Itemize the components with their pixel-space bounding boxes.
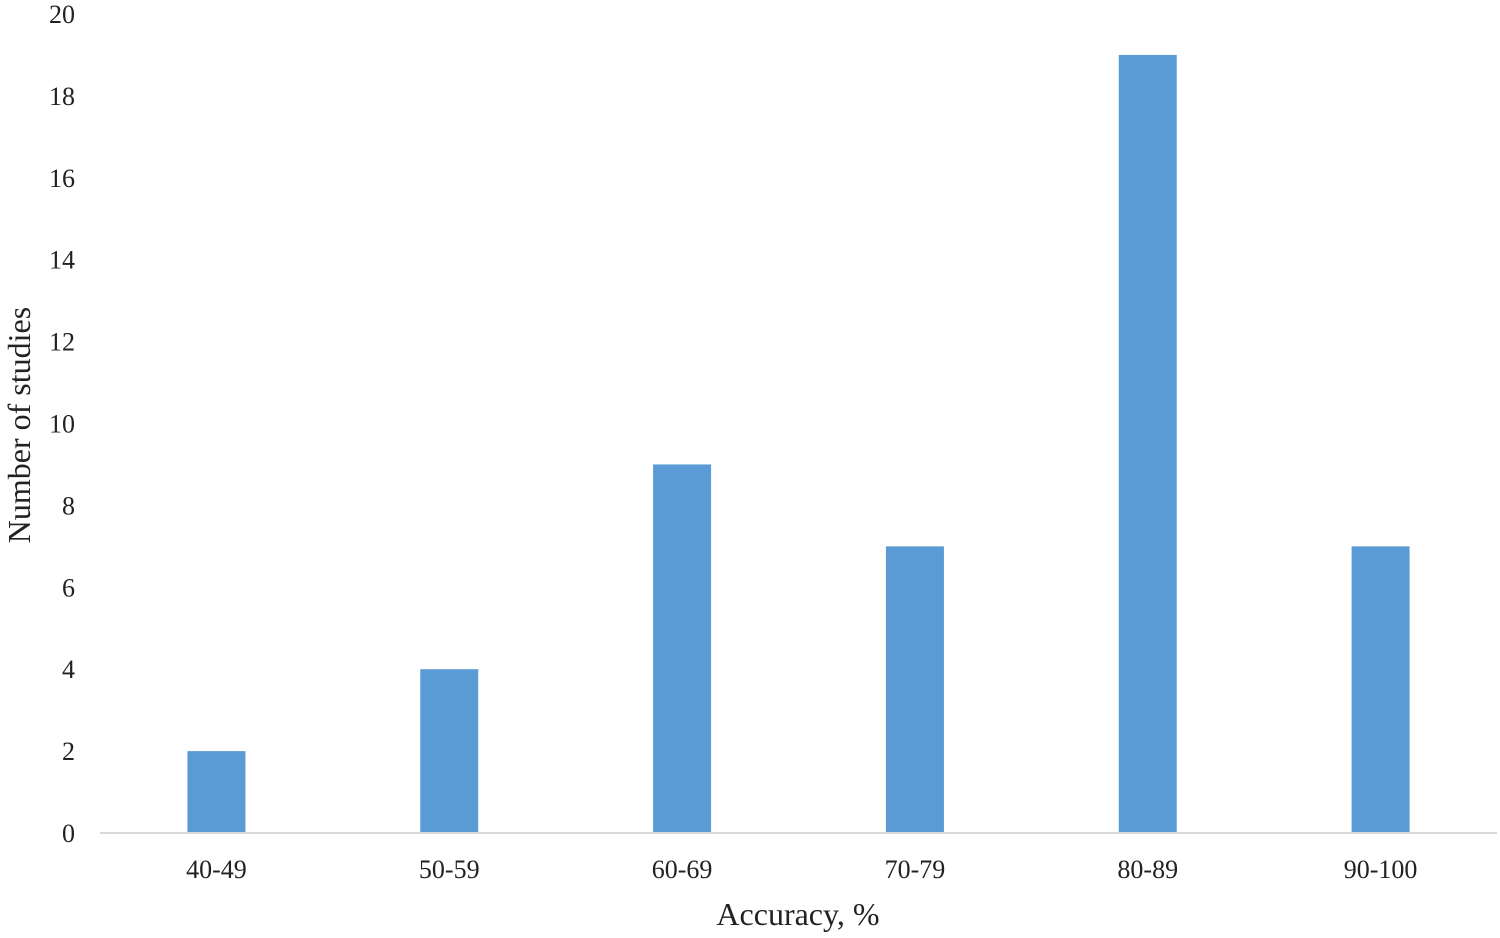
y-tick-label: 4 bbox=[62, 655, 75, 684]
x-tick-label: 60-69 bbox=[652, 855, 713, 884]
x-axis-tick-labels: 40-49 50-59 60-69 70-79 80-89 90-100 bbox=[186, 855, 1417, 884]
bar-60-69 bbox=[653, 464, 712, 833]
bar-40-49 bbox=[187, 751, 246, 833]
x-tick-label: 50-59 bbox=[419, 855, 480, 884]
y-axis-title: Number of studies bbox=[1, 307, 37, 543]
x-axis-title: Accuracy, % bbox=[716, 896, 879, 932]
x-tick-label: 90-100 bbox=[1344, 855, 1418, 884]
x-tick-label: 80-89 bbox=[1117, 855, 1178, 884]
y-tick-label: 8 bbox=[62, 491, 75, 520]
bar-70-79 bbox=[885, 546, 944, 833]
y-axis-tick-labels: 0 2 4 6 8 10 12 14 16 18 20 bbox=[49, 0, 75, 848]
bar-90-100 bbox=[1351, 546, 1410, 833]
bar-80-89 bbox=[1118, 54, 1177, 833]
x-tick-label: 70-79 bbox=[885, 855, 946, 884]
x-tick-label: 40-49 bbox=[186, 855, 247, 884]
y-tick-label: 14 bbox=[49, 246, 75, 275]
bars bbox=[187, 54, 1410, 833]
y-tick-label: 10 bbox=[49, 410, 75, 439]
y-tick-label: 12 bbox=[49, 328, 75, 357]
y-tick-label: 18 bbox=[49, 82, 75, 111]
y-tick-label: 16 bbox=[49, 164, 75, 193]
y-tick-label: 0 bbox=[62, 819, 75, 848]
y-tick-label: 6 bbox=[62, 573, 75, 602]
y-tick-label: 20 bbox=[49, 0, 75, 29]
bar-50-59 bbox=[420, 669, 479, 833]
y-tick-label: 2 bbox=[62, 737, 75, 766]
